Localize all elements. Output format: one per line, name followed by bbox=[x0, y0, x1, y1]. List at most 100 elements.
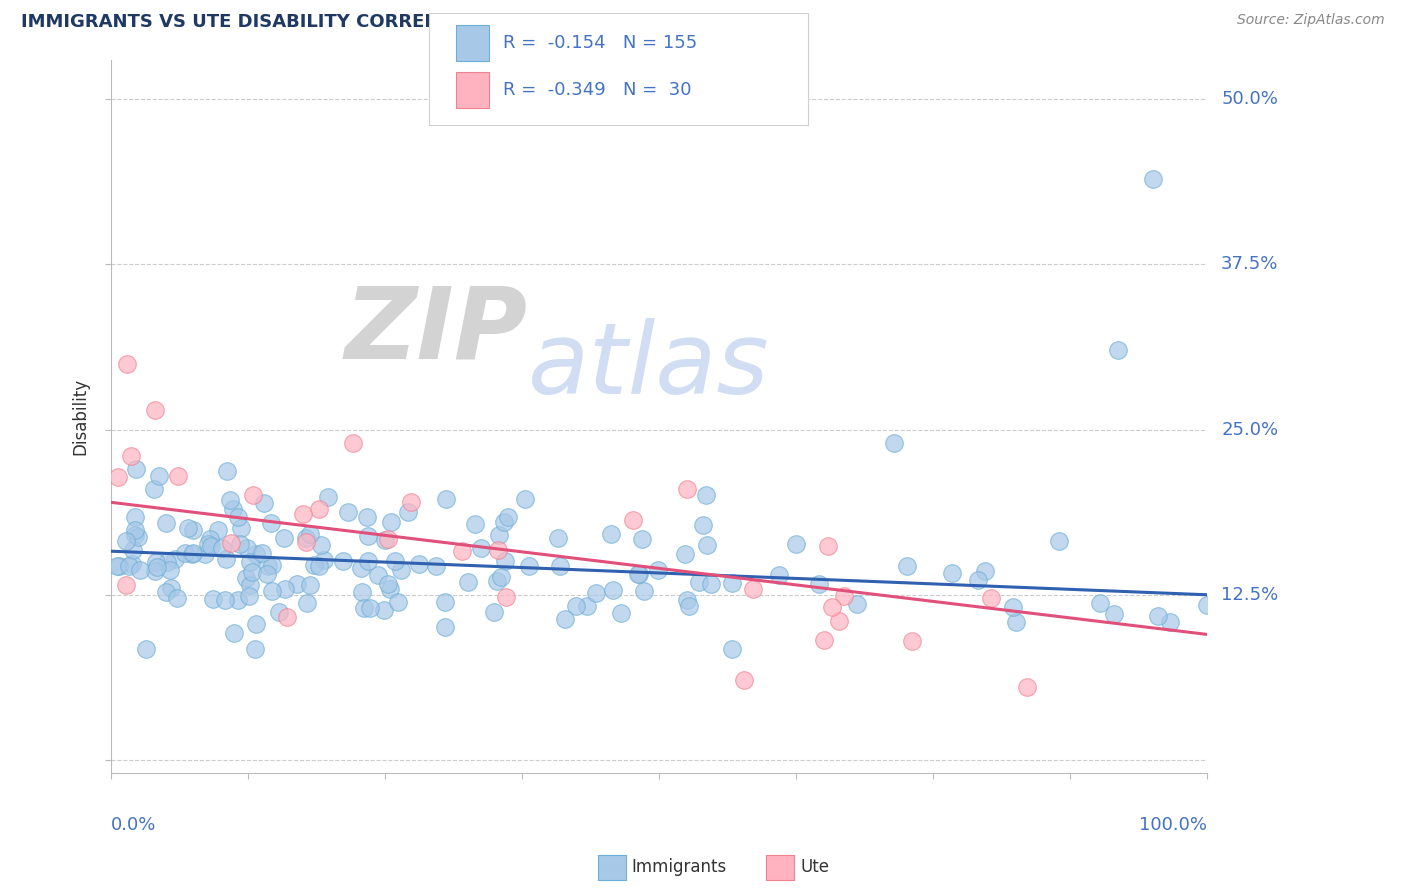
Point bbox=[576, 599, 599, 614]
Point bbox=[1159, 615, 1181, 630]
Point bbox=[311, 538, 333, 552]
Text: 12.5%: 12.5% bbox=[1222, 586, 1278, 604]
Point bbox=[356, 510, 378, 524]
Point bbox=[498, 509, 520, 524]
Point bbox=[215, 552, 238, 566]
Point bbox=[294, 535, 316, 549]
Point bbox=[198, 532, 221, 546]
Point bbox=[294, 531, 316, 545]
Point bbox=[627, 567, 650, 582]
Point bbox=[828, 614, 851, 628]
Point bbox=[156, 555, 179, 569]
Point bbox=[1090, 596, 1112, 610]
Point bbox=[211, 541, 233, 555]
Point bbox=[688, 575, 710, 590]
Point bbox=[274, 582, 297, 596]
Point bbox=[218, 493, 240, 508]
Point bbox=[145, 564, 167, 578]
Point bbox=[973, 564, 995, 578]
Point bbox=[115, 534, 138, 549]
Point bbox=[163, 552, 186, 566]
Point bbox=[124, 510, 146, 524]
Point bbox=[673, 547, 696, 561]
Point bbox=[155, 585, 177, 599]
Point bbox=[433, 620, 456, 634]
Point bbox=[387, 595, 409, 609]
Point bbox=[219, 536, 242, 550]
Point bbox=[337, 505, 360, 519]
Point bbox=[318, 490, 340, 504]
Point bbox=[941, 566, 963, 580]
Point bbox=[389, 563, 412, 577]
Text: 25.0%: 25.0% bbox=[1222, 421, 1278, 439]
Point bbox=[678, 599, 700, 613]
Point bbox=[1047, 534, 1070, 549]
Point bbox=[1104, 607, 1126, 621]
Point bbox=[181, 523, 204, 537]
Point bbox=[1107, 343, 1129, 358]
Text: atlas: atlas bbox=[527, 318, 769, 415]
Point bbox=[359, 601, 381, 615]
Point bbox=[457, 574, 479, 589]
Point bbox=[122, 542, 145, 557]
Point bbox=[239, 555, 262, 569]
Point bbox=[547, 531, 569, 545]
Point bbox=[451, 544, 474, 558]
Point bbox=[181, 546, 204, 560]
Point bbox=[240, 566, 263, 580]
Point bbox=[633, 584, 655, 599]
Point bbox=[114, 577, 136, 591]
Point bbox=[226, 510, 249, 524]
Point bbox=[373, 603, 395, 617]
Point bbox=[627, 567, 650, 582]
Point bbox=[260, 516, 283, 530]
Point bbox=[262, 558, 284, 572]
Point bbox=[120, 449, 142, 463]
Point bbox=[207, 523, 229, 537]
Point bbox=[118, 558, 141, 573]
Point bbox=[228, 592, 250, 607]
Point bbox=[357, 554, 380, 568]
Text: R =  -0.154   N = 155: R = -0.154 N = 155 bbox=[503, 34, 697, 52]
Point bbox=[408, 557, 430, 571]
Point bbox=[174, 546, 197, 560]
Point bbox=[105, 558, 128, 573]
Point bbox=[482, 605, 505, 619]
Point bbox=[396, 505, 419, 519]
Point bbox=[357, 529, 380, 543]
Point bbox=[194, 547, 217, 561]
Point bbox=[374, 533, 396, 547]
Point bbox=[142, 482, 165, 496]
Point bbox=[159, 563, 181, 577]
Point bbox=[554, 612, 576, 626]
Point bbox=[231, 521, 253, 535]
Point bbox=[202, 591, 225, 606]
Point bbox=[245, 547, 267, 561]
Point bbox=[145, 555, 167, 569]
Point bbox=[517, 558, 540, 573]
Point bbox=[235, 541, 257, 555]
Point bbox=[621, 513, 644, 527]
Text: ZIP: ZIP bbox=[344, 282, 527, 379]
Point bbox=[229, 537, 252, 551]
Point bbox=[135, 641, 157, 656]
Point bbox=[127, 530, 149, 544]
Point bbox=[425, 559, 447, 574]
Point bbox=[486, 542, 509, 557]
Point bbox=[276, 610, 298, 624]
Text: 0.0%: 0.0% bbox=[111, 816, 156, 834]
Point bbox=[602, 583, 624, 598]
Point bbox=[785, 537, 807, 551]
Point bbox=[489, 570, 512, 584]
Point bbox=[401, 495, 423, 509]
Point bbox=[222, 502, 245, 516]
Point bbox=[308, 558, 330, 573]
Point bbox=[115, 357, 138, 371]
Point bbox=[128, 563, 150, 577]
Point bbox=[121, 557, 143, 571]
Point bbox=[1146, 609, 1168, 624]
Text: 50.0%: 50.0% bbox=[1222, 90, 1278, 108]
Point bbox=[267, 605, 290, 619]
Point bbox=[1195, 598, 1218, 612]
Point bbox=[145, 560, 167, 574]
